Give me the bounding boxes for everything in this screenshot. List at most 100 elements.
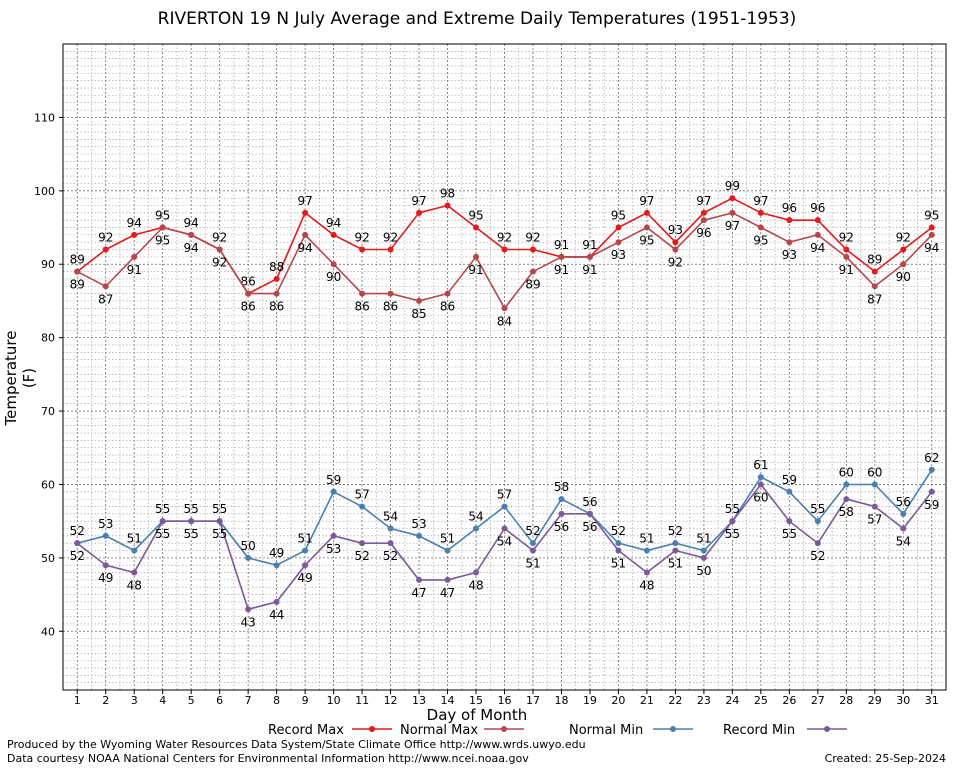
data-label: 92: [212, 256, 227, 270]
data-point: [843, 253, 850, 260]
data-point: [501, 525, 508, 532]
data-point: [245, 290, 252, 297]
data-point: [102, 562, 109, 569]
data-label: 92: [497, 231, 512, 245]
data-point: [928, 466, 935, 473]
data-label: 95: [924, 209, 939, 223]
data-point: [501, 503, 508, 510]
x-tick-label: 12: [384, 694, 398, 707]
data-label: 55: [155, 527, 170, 541]
data-point: [473, 253, 480, 260]
x-tick-label: 22: [668, 694, 682, 707]
y-tick-label: 60: [41, 478, 55, 491]
data-point: [729, 195, 736, 202]
data-label: 93: [611, 248, 626, 262]
data-point: [102, 532, 109, 539]
data-label: 97: [725, 219, 740, 233]
data-label: 50: [241, 539, 256, 553]
data-point: [700, 217, 707, 224]
data-point: [900, 246, 907, 253]
legend-label: Normal Max: [400, 723, 478, 738]
data-label: 53: [98, 517, 113, 531]
data-point: [131, 231, 138, 238]
data-point: [928, 488, 935, 495]
x-tick-label: 18: [554, 694, 568, 707]
data-label: 49: [297, 571, 312, 585]
data-label: 51: [297, 532, 312, 546]
data-label: 56: [582, 495, 597, 509]
data-point: [814, 231, 821, 238]
x-tick-label: 15: [469, 694, 483, 707]
data-point: [615, 224, 622, 231]
data-point: [672, 239, 679, 246]
data-label: 89: [867, 253, 882, 267]
data-label: 91: [127, 263, 142, 277]
x-tick-label: 28: [839, 694, 853, 707]
data-label: 91: [839, 263, 854, 277]
data-point: [245, 606, 252, 613]
data-point: [672, 540, 679, 547]
data-point: [444, 202, 451, 209]
data-label: 94: [297, 241, 312, 255]
data-label: 55: [155, 502, 170, 516]
data-point: [444, 290, 451, 297]
data-point: [387, 246, 394, 253]
data-point: [672, 547, 679, 554]
data-label: 93: [782, 248, 797, 262]
data-point: [643, 224, 650, 231]
data-label: 55: [184, 527, 199, 541]
legend-label: Record Max: [268, 723, 344, 738]
x-tick-label: 19: [583, 694, 597, 707]
data-point: [273, 598, 280, 605]
data-label: 62: [924, 451, 939, 465]
data-label: 51: [696, 532, 711, 546]
data-label: 60: [867, 465, 882, 479]
data-point: [302, 562, 309, 569]
data-label: 86: [383, 300, 398, 314]
data-label: 56: [554, 520, 569, 534]
data-label: 84: [497, 314, 512, 328]
data-label: 99: [725, 179, 740, 193]
y-tick-label: 100: [34, 185, 55, 198]
data-label: 44: [269, 608, 284, 622]
data-label: 95: [468, 209, 483, 223]
data-label: 56: [896, 495, 911, 509]
data-point: [757, 209, 764, 216]
data-label: 86: [354, 300, 369, 314]
data-point: [558, 496, 565, 503]
data-label: 52: [668, 524, 683, 538]
data-label: 91: [554, 238, 569, 252]
x-tick-label: 27: [811, 694, 825, 707]
data-label: 51: [127, 532, 142, 546]
data-point: [843, 246, 850, 253]
data-label: 55: [725, 527, 740, 541]
data-label: 89: [525, 278, 540, 292]
x-tick-label: 2: [102, 694, 109, 707]
data-point: [529, 246, 536, 253]
data-label: 47: [440, 586, 455, 600]
data-label: 89: [70, 278, 85, 292]
data-point: [529, 540, 536, 547]
data-label: 92: [212, 231, 227, 245]
data-label: 52: [70, 549, 85, 563]
x-tick-label: 29: [868, 694, 882, 707]
data-label: 86: [440, 300, 455, 314]
data-label: 52: [810, 549, 825, 563]
data-point: [871, 283, 878, 290]
data-label: 53: [411, 517, 426, 531]
x-tick-label: 20: [611, 694, 625, 707]
data-point: [359, 503, 366, 510]
data-point: [814, 217, 821, 224]
y-tick-label: 90: [41, 258, 55, 271]
x-tick-label: 25: [754, 694, 768, 707]
data-point: [159, 224, 166, 231]
data-point: [757, 481, 764, 488]
data-point: [501, 305, 508, 312]
data-label: 51: [639, 532, 654, 546]
data-label: 98: [440, 187, 455, 201]
x-tick-label: 30: [896, 694, 910, 707]
legend-marker: [369, 726, 375, 732]
data-label: 61: [753, 458, 768, 472]
legend-marker: [824, 726, 830, 732]
